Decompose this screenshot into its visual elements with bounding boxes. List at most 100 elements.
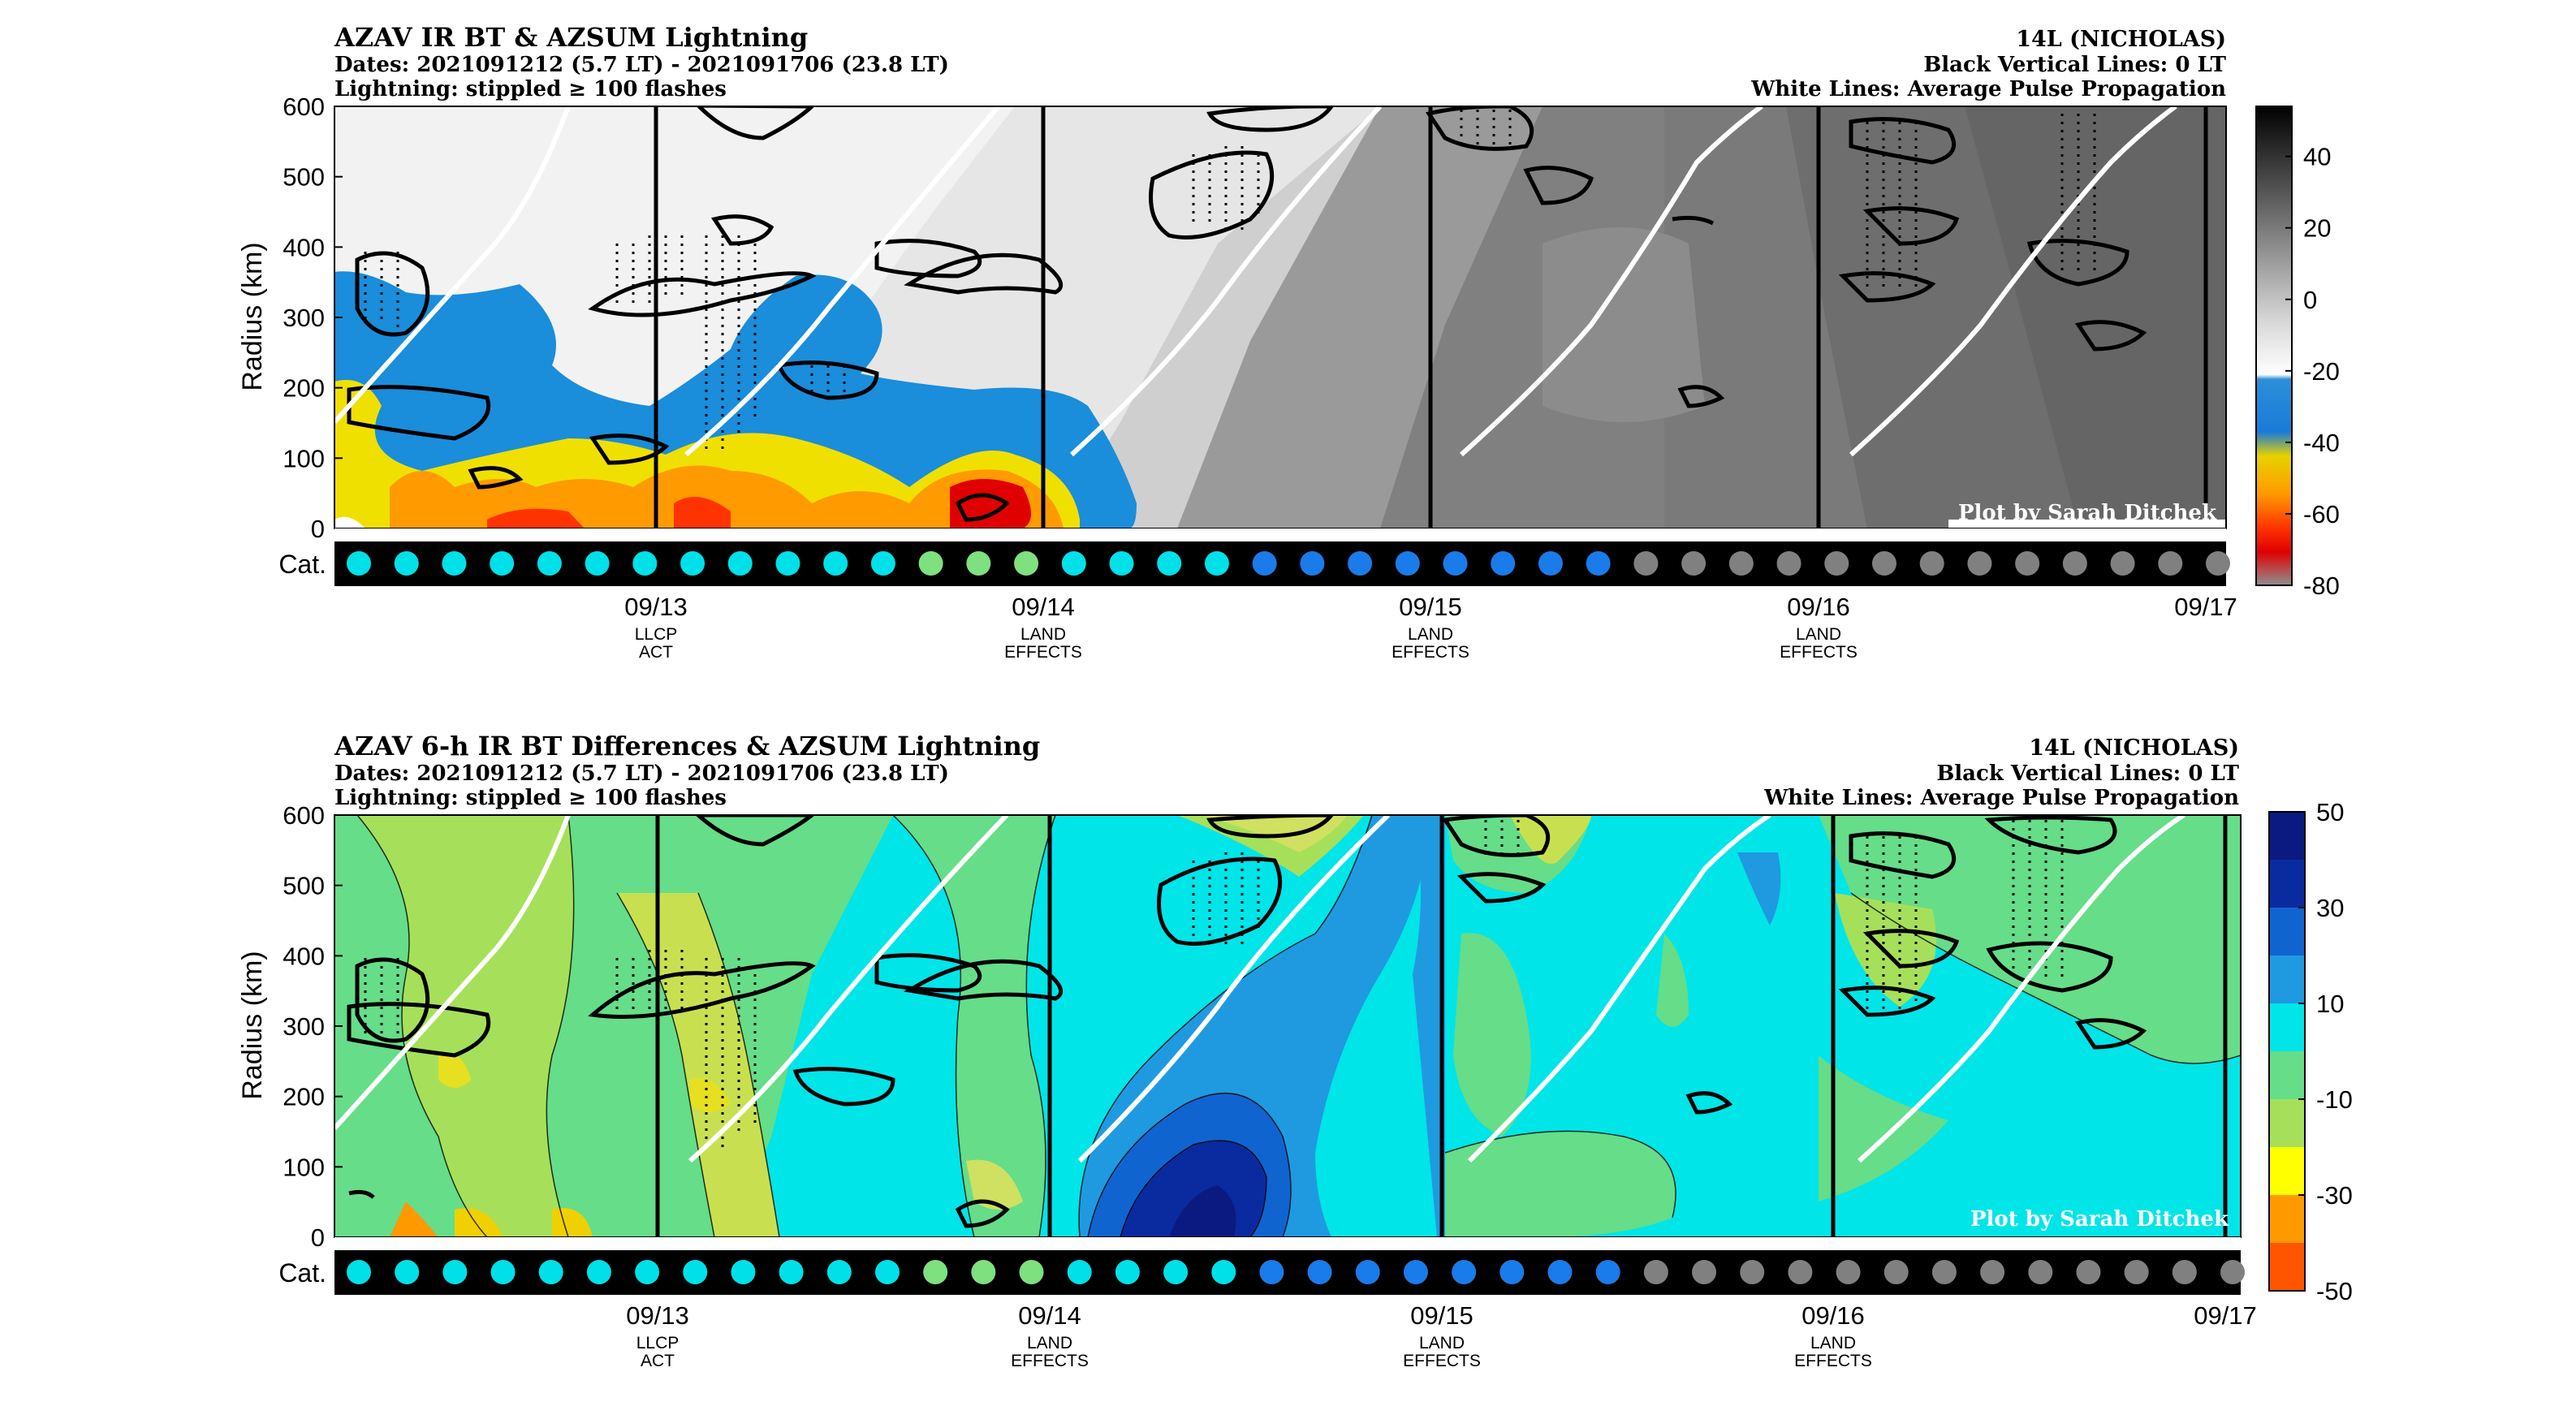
category-dot bbox=[1919, 551, 1944, 576]
x-tick-note: LLCP bbox=[636, 1334, 680, 1352]
category-dot bbox=[1931, 1260, 1957, 1284]
category-dot bbox=[442, 1260, 468, 1284]
colorbar-tick-label: -20 bbox=[2303, 357, 2340, 386]
x-tick-note: EFFECTS bbox=[1392, 643, 1469, 662]
category-dot bbox=[2220, 1260, 2245, 1284]
x-tick-note: EFFECTS bbox=[1004, 643, 1082, 662]
x-tick-note: LLCP bbox=[635, 625, 678, 644]
category-dot bbox=[347, 1260, 371, 1284]
x-tick-note: LAND bbox=[1027, 1334, 1072, 1352]
x-tick-note: LAND bbox=[1419, 1334, 1465, 1352]
category-dot bbox=[1595, 1260, 1620, 1284]
heatmap-field: Plot by Sarah Ditchek bbox=[334, 106, 2226, 528]
colorbar bbox=[2255, 106, 2293, 586]
category-dot bbox=[1776, 551, 1801, 576]
x-tick-label: 09/13 bbox=[626, 1301, 689, 1330]
category-dot bbox=[1883, 1260, 1909, 1284]
category-dot bbox=[680, 551, 705, 576]
y-tick-label: 500 bbox=[283, 872, 325, 900]
category-dot bbox=[1348, 551, 1373, 576]
category-dot bbox=[1019, 1260, 1044, 1284]
colorbar-tick-label: -10 bbox=[2316, 1085, 2353, 1114]
category-dot bbox=[537, 551, 562, 576]
heatmap-field: Plot by Sarah Ditchek bbox=[334, 815, 2241, 1237]
storm-name: 14L (NICHOLAS) bbox=[2029, 736, 2239, 761]
y-axis-label: Radius (km) bbox=[237, 951, 268, 1099]
y-tick-label: 0 bbox=[311, 1223, 325, 1252]
category-dot bbox=[1547, 1260, 1573, 1284]
category-dot bbox=[1980, 1260, 2005, 1284]
category-dot bbox=[1115, 1260, 1140, 1284]
colorbar bbox=[2268, 811, 2306, 1292]
category-dot bbox=[1395, 551, 1420, 576]
category-dot bbox=[1836, 1260, 1861, 1284]
category-dot bbox=[1014, 551, 1039, 576]
panel-dates: Dates: 2021091212 (5.7 LT) - 2021091706 … bbox=[334, 53, 949, 77]
x-tick-note: EFFECTS bbox=[1794, 1352, 1872, 1370]
x-tick-note: EFFECTS bbox=[1403, 1352, 1481, 1370]
colorbar-tick-label: -80 bbox=[2303, 572, 2340, 600]
category-dot bbox=[2015, 551, 2040, 576]
category-dot bbox=[2062, 551, 2087, 576]
category-dot bbox=[1633, 551, 1659, 576]
category-dot bbox=[1307, 1260, 1332, 1284]
category-dot bbox=[683, 1260, 708, 1284]
y-tick-label: 0 bbox=[311, 515, 325, 543]
y-tick-label: 200 bbox=[283, 374, 325, 403]
category-dot bbox=[490, 1260, 516, 1284]
category-dot bbox=[2076, 1260, 2101, 1284]
y-tick-label: 300 bbox=[283, 304, 325, 332]
x-tick-label: 09/15 bbox=[1410, 1301, 1474, 1330]
plot-credit: Plot by Sarah Ditchek bbox=[1970, 1207, 2229, 1232]
category-dot bbox=[923, 1260, 948, 1284]
category-dot bbox=[2110, 551, 2135, 576]
category-dot bbox=[966, 551, 991, 576]
category-dot bbox=[395, 1260, 420, 1284]
category-dot bbox=[826, 1260, 852, 1284]
category-dot bbox=[1443, 551, 1468, 576]
category-dot bbox=[442, 551, 467, 576]
colorbar-tick-label: 20 bbox=[2303, 214, 2331, 243]
category-dot bbox=[490, 551, 515, 576]
category-dot bbox=[823, 551, 848, 576]
category-dot bbox=[1681, 551, 1707, 576]
y-tick-label: 600 bbox=[283, 93, 325, 121]
plot-credit: Plot by Sarah Ditchek bbox=[1958, 501, 2217, 525]
black-lines-note: Black Vertical Lines: 0 LT bbox=[1923, 53, 2226, 77]
colorbar-tick-label: 30 bbox=[2316, 894, 2344, 922]
category-dot bbox=[1259, 1260, 1284, 1284]
category-dot bbox=[779, 1260, 804, 1284]
category-dot bbox=[918, 551, 943, 576]
category-dot bbox=[870, 551, 895, 576]
category-dot bbox=[1204, 551, 1229, 576]
panel-title: AZAV 6-h IR BT Differences & AZSUM Light… bbox=[334, 731, 1040, 761]
category-dot bbox=[1643, 1260, 1668, 1284]
x-tick-note: ACT bbox=[639, 643, 673, 662]
x-tick-note: LAND bbox=[1408, 625, 1453, 644]
category-dot bbox=[874, 1260, 900, 1284]
category-dot bbox=[1211, 1260, 1236, 1284]
panel-lightning-note: Lightning: stippled ≥ 100 flashes bbox=[334, 77, 727, 101]
category-dot bbox=[2124, 1260, 2149, 1284]
category-dot bbox=[1824, 551, 1849, 576]
y-tick-label: 100 bbox=[283, 444, 325, 472]
category-dot bbox=[538, 1260, 563, 1284]
x-tick-note: EFFECTS bbox=[1011, 1352, 1089, 1370]
y-tick-label: 600 bbox=[283, 801, 325, 830]
y-tick-label: 200 bbox=[283, 1083, 325, 1111]
category-dot bbox=[2158, 551, 2183, 576]
category-dot bbox=[586, 1260, 611, 1284]
white-lines-note: White Lines: Average Pulse Propagation bbox=[1750, 77, 2226, 101]
x-tick-note: LAND bbox=[1810, 1334, 1856, 1352]
panel-title: AZAV IR BT & AZSUM Lightning bbox=[334, 22, 808, 53]
y-tick-label: 300 bbox=[283, 1012, 325, 1041]
category-dot bbox=[2172, 1260, 2197, 1284]
category-dot bbox=[1403, 1260, 1428, 1284]
panel-lightning-note: Lightning: stippled ≥ 100 flashes bbox=[334, 786, 727, 810]
y-tick-label: 400 bbox=[283, 233, 325, 261]
y-tick-label: 500 bbox=[283, 163, 325, 192]
category-label: Cat. bbox=[278, 550, 326, 579]
white-lines-note: White Lines: Average Pulse Propagation bbox=[1763, 786, 2239, 810]
category-label: Cat. bbox=[278, 1258, 326, 1288]
category-dot bbox=[1967, 551, 1992, 576]
